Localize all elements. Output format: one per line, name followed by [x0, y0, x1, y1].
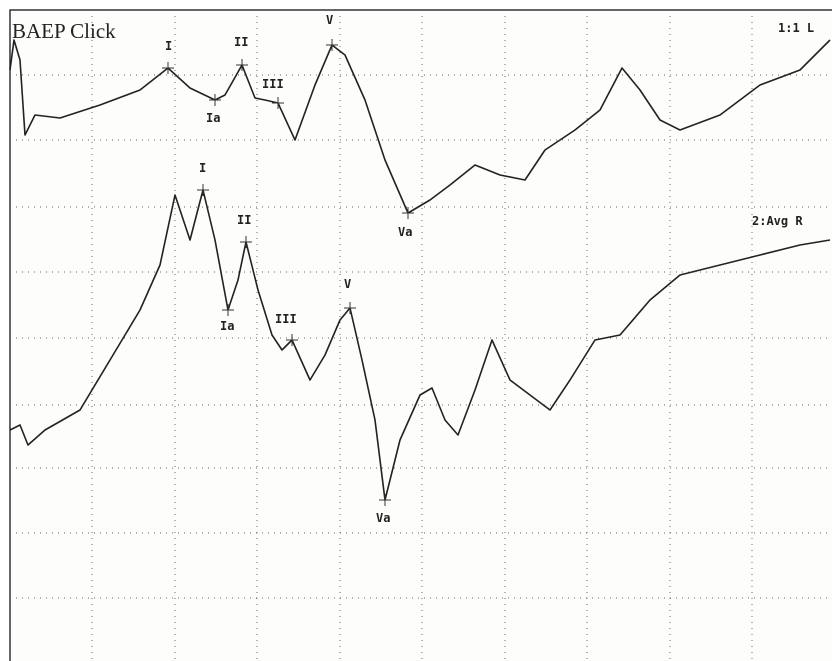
peak-label: V [344, 277, 351, 291]
peak-label: I [165, 39, 172, 53]
peak-label: Va [376, 511, 390, 525]
peak-label: Ia [220, 319, 234, 333]
peak-label: III [275, 312, 297, 326]
peak-label: Va [398, 225, 412, 239]
trace-label: 2:Avg R [752, 214, 803, 228]
peak-label: III [262, 77, 284, 91]
peak-label: V [326, 13, 333, 27]
peak-label: Ia [206, 111, 220, 125]
peak-label: II [237, 213, 251, 227]
peak-label: I [199, 161, 206, 175]
peak-markers [162, 39, 414, 506]
trace-label: 1:1 L [778, 21, 814, 35]
waveform-1 [9, 39, 831, 214]
title: BAEP Click [12, 19, 116, 43]
frame [9, 9, 832, 661]
peak-label: II [234, 35, 248, 49]
